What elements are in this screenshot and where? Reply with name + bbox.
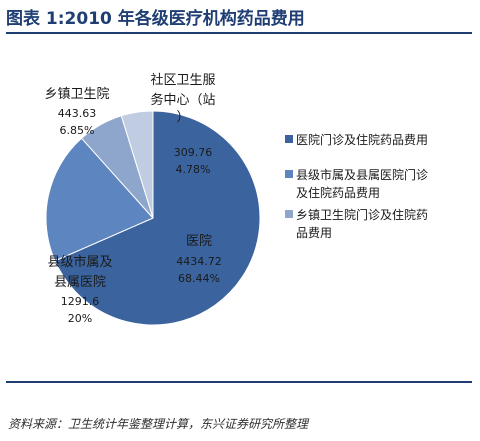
title-divider — [6, 32, 472, 34]
slice-label-community-line2: 务中心（站 — [150, 92, 215, 108]
slice-label-hospital: 医院 — [186, 234, 212, 249]
slice-percent-township: 6.85% — [60, 124, 95, 137]
legend-label-township-line2: 品费用 — [296, 226, 332, 240]
pie-slice-county — [45, 137, 154, 262]
legend-label-county-line1: 县级市属及县属医院门诊 — [296, 167, 428, 182]
pie-chart: 医院 4434.72 68.44% 县级市属及 县属医院 1291.6 20% … — [44, 72, 428, 326]
slice-value-county: 1291.6 — [61, 295, 100, 308]
legend: 医院门诊及住院药品费用 县级市属及县属医院门诊 及住院药品费用 乡镇卫生院门诊及… — [285, 132, 428, 240]
legend-label-township-line1: 乡镇卫生院门诊及住院药 — [296, 207, 428, 222]
chart-title: 图表 1:2010 年各级医疗机构药品费用 — [6, 9, 305, 29]
source-note: 资料来源：卫生统计年鉴整理计算，东兴证券研究所整理 — [8, 417, 309, 431]
slice-value-community: 309.76 — [174, 146, 213, 159]
slice-value-hospital: 4434.72 — [176, 255, 222, 268]
slice-label-township: 乡镇卫生院 — [44, 87, 109, 102]
legend-label-county-line2: 及住院药品费用 — [296, 186, 380, 200]
slice-label-county-line2: 县属医院 — [54, 275, 106, 290]
slice-percent-county: 20% — [68, 312, 92, 325]
slice-label-community-line1: 社区卫生服 — [150, 72, 215, 88]
pie-slice-hospital — [54, 110, 261, 326]
legend-swatch-county — [285, 170, 293, 178]
legend-swatch-township — [285, 210, 293, 218]
footer-divider — [6, 381, 472, 383]
slice-percent-hospital: 68.44% — [178, 272, 220, 285]
pie-slice-community — [120, 110, 154, 219]
slice-label-county-line1: 县级市属及 — [47, 254, 112, 270]
pie-slices — [45, 110, 261, 326]
slice-percent-community: 4.78% — [176, 163, 211, 176]
slice-value-township: 443.63 — [58, 107, 97, 120]
slice-label-community-line3: ） — [176, 110, 189, 125]
legend-label-hospital: 医院门诊及住院药品费用 — [296, 132, 428, 147]
legend-swatch-hospital — [285, 135, 293, 143]
